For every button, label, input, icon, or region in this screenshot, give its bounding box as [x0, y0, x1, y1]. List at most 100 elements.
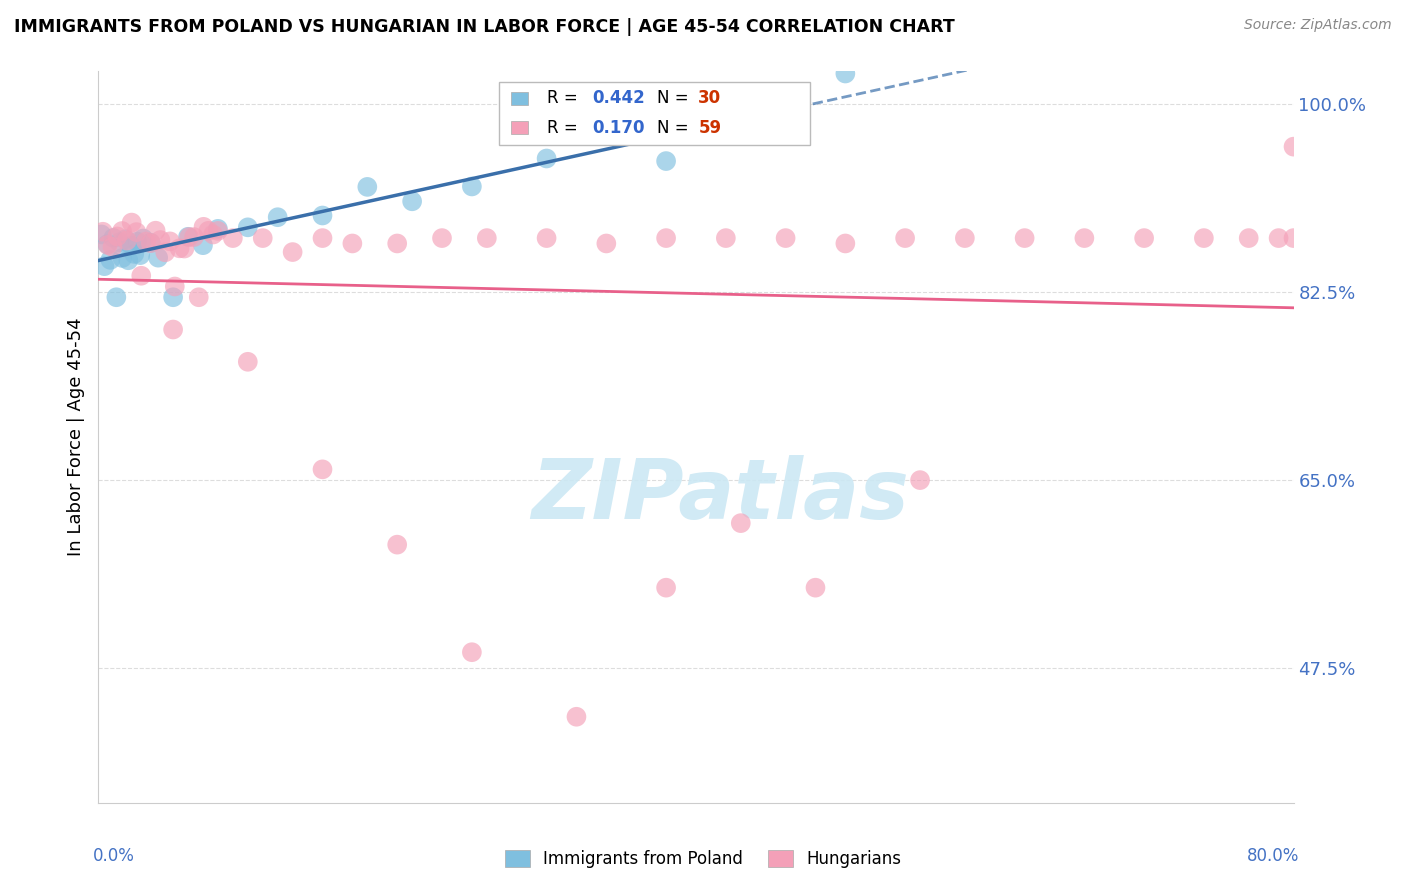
Point: [894, 231, 917, 245]
Point: [121, 216, 143, 230]
Point: [536, 152, 558, 166]
Point: [475, 231, 498, 245]
Text: N =: N =: [657, 89, 693, 107]
Point: [430, 231, 453, 245]
Text: 0.442: 0.442: [592, 89, 645, 107]
Point: [108, 235, 131, 250]
Text: IMMIGRANTS FROM POLAND VS HUNGARIAN IN LABOR FORCE | AGE 45-54 CORRELATION CHART: IMMIGRANTS FROM POLAND VS HUNGARIAN IN L…: [14, 18, 955, 36]
Point: [401, 194, 423, 209]
Point: [281, 245, 304, 260]
Point: [91, 225, 114, 239]
Point: [222, 231, 245, 245]
Point: [197, 224, 219, 238]
Point: [105, 229, 128, 244]
Point: [155, 245, 177, 260]
Point: [311, 209, 333, 223]
Point: [115, 234, 138, 248]
Text: Source: ZipAtlas.com: Source: ZipAtlas.com: [1244, 18, 1392, 32]
Point: [120, 239, 142, 253]
Text: R =: R =: [547, 89, 582, 107]
Text: R =: R =: [547, 119, 582, 136]
Point: [311, 231, 333, 245]
Point: [461, 179, 484, 194]
Point: [183, 230, 205, 244]
Text: 0.170: 0.170: [592, 119, 644, 136]
Point: [267, 211, 290, 225]
Text: 30: 30: [699, 89, 721, 107]
Point: [193, 219, 215, 234]
Point: [162, 290, 184, 304]
Point: [129, 248, 152, 262]
Point: [149, 233, 172, 247]
Point: [385, 538, 409, 552]
Point: [1267, 231, 1289, 245]
Point: [145, 224, 167, 238]
Point: [775, 231, 797, 245]
Point: [953, 231, 976, 245]
Text: 59: 59: [699, 119, 721, 136]
Point: [187, 290, 209, 304]
Point: [385, 236, 409, 251]
Point: [834, 236, 856, 251]
Text: ZIPatlas: ZIPatlas: [531, 455, 908, 536]
Point: [139, 236, 162, 251]
Point: [127, 235, 149, 249]
Point: [98, 252, 122, 267]
Point: [101, 240, 124, 254]
Point: [655, 154, 678, 169]
Point: [342, 236, 364, 251]
Point: [1192, 231, 1215, 245]
Point: [159, 235, 181, 249]
Point: [908, 473, 931, 487]
Point: [117, 253, 139, 268]
Point: [834, 66, 856, 80]
Point: [93, 259, 115, 273]
Point: [162, 322, 184, 336]
FancyBboxPatch shape: [510, 121, 527, 135]
Point: [356, 180, 378, 194]
Point: [536, 231, 558, 245]
Point: [1133, 231, 1156, 245]
Point: [90, 227, 112, 242]
Point: [252, 231, 274, 245]
Text: N =: N =: [657, 119, 693, 136]
Point: [169, 241, 191, 255]
Point: [655, 231, 678, 245]
Point: [207, 222, 229, 236]
Point: [124, 247, 146, 261]
Point: [191, 238, 214, 252]
Point: [655, 581, 678, 595]
Point: [125, 225, 148, 239]
Point: [114, 232, 136, 246]
Point: [1282, 231, 1305, 245]
Point: [1237, 231, 1260, 245]
Point: [111, 251, 134, 265]
Point: [139, 235, 162, 250]
Point: [163, 279, 186, 293]
Point: [97, 238, 120, 252]
Point: [714, 231, 737, 245]
Point: [103, 231, 125, 245]
Point: [1073, 231, 1095, 245]
Point: [179, 230, 201, 244]
Point: [207, 224, 229, 238]
Point: [105, 290, 128, 304]
Point: [236, 355, 259, 369]
Point: [111, 224, 134, 238]
FancyBboxPatch shape: [510, 92, 527, 105]
Point: [461, 645, 484, 659]
Point: [565, 710, 588, 724]
Point: [132, 231, 155, 245]
Point: [1282, 139, 1305, 153]
Point: [311, 462, 333, 476]
Point: [1014, 231, 1036, 245]
Legend: Immigrants from Poland, Hungarians: Immigrants from Poland, Hungarians: [498, 843, 908, 875]
Point: [595, 236, 617, 251]
FancyBboxPatch shape: [499, 82, 810, 145]
Point: [804, 581, 827, 595]
Point: [148, 251, 170, 265]
Y-axis label: In Labor Force | Age 45-54: In Labor Force | Age 45-54: [66, 318, 84, 557]
Point: [730, 516, 752, 530]
Point: [96, 237, 118, 252]
Point: [202, 227, 225, 242]
